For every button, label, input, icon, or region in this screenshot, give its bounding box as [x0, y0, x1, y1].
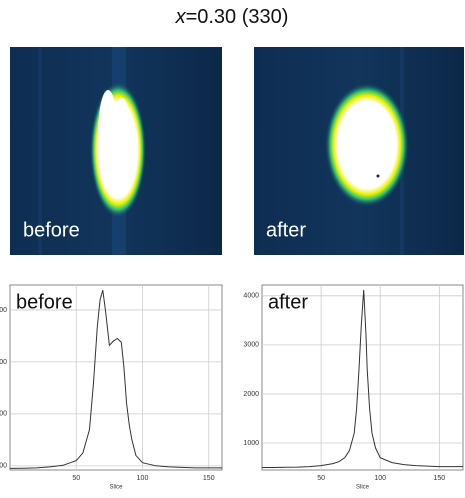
y-tick-label: 1000: [243, 440, 259, 447]
x-tick-label: 150: [203, 475, 215, 482]
plot: 1000 2000 3000 4000 50 100 150 Slice after: [243, 284, 464, 491]
x-tick-label: 100: [137, 475, 149, 482]
y-tick-label: 4000: [0, 307, 7, 314]
image-label: after: [266, 219, 306, 241]
plot-label: after: [268, 291, 308, 313]
x-axis-label: Slice: [356, 485, 370, 491]
data-line: [262, 289, 463, 468]
x-tick-label: 50: [317, 475, 325, 482]
plot-label: before: [16, 291, 73, 313]
plot-frame: [261, 284, 464, 471]
data-line: [9, 290, 222, 469]
image-panel: before: [10, 47, 222, 255]
pixel-dot: [376, 174, 380, 178]
x-axis-label: Slice: [109, 485, 123, 491]
plot-frame: [9, 284, 223, 471]
beam-spot: [325, 83, 409, 207]
y-tick-label: 2000: [0, 411, 7, 418]
image-label: before: [23, 219, 80, 241]
y-tick-label: 3000: [0, 359, 7, 366]
y-tick-label: 2000: [243, 391, 259, 398]
y-tick-label: 3000: [243, 342, 259, 349]
title-rest: =0.30 (330): [186, 6, 289, 28]
streak: [38, 47, 42, 255]
x-tick-label: 50: [72, 475, 80, 482]
title-variable: x: [175, 6, 187, 28]
plot: 1000 2000 3000 4000 50 100 150 Slice before: [0, 284, 223, 491]
image-panel: after: [254, 47, 464, 255]
figure-title: x=0.30 (330): [175, 6, 289, 28]
x-tick-label: 150: [434, 475, 446, 482]
x-tick-label: 100: [374, 475, 386, 482]
beam-lobe: [112, 98, 132, 182]
y-tick-label: 4000: [243, 293, 259, 300]
y-tick-label: 1000: [0, 463, 7, 470]
